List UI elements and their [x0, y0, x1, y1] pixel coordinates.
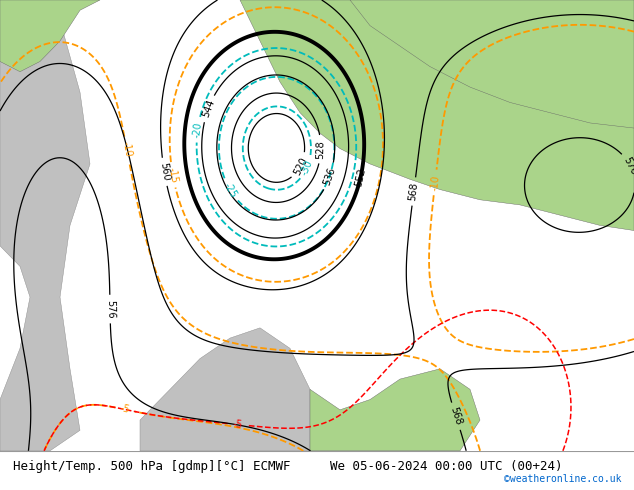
Text: -15: -15: [167, 166, 179, 184]
Text: 568: 568: [408, 182, 420, 201]
Text: 560: 560: [158, 162, 171, 182]
Text: -5: -5: [119, 404, 131, 416]
Text: 568: 568: [448, 406, 463, 427]
Text: -25: -25: [222, 180, 238, 199]
Polygon shape: [0, 0, 90, 451]
Polygon shape: [240, 0, 634, 230]
Polygon shape: [0, 0, 100, 72]
Text: We 05-06-2024 00:00 UTC (00+24): We 05-06-2024 00:00 UTC (00+24): [330, 460, 562, 473]
Polygon shape: [140, 328, 310, 451]
Text: 544: 544: [200, 98, 216, 119]
Text: ©weatheronline.co.uk: ©weatheronline.co.uk: [504, 474, 621, 484]
Text: Height/Temp. 500 hPa [gdmp][°C] ECMWF: Height/Temp. 500 hPa [gdmp][°C] ECMWF: [13, 460, 290, 473]
Text: 576: 576: [621, 155, 634, 176]
Text: -10: -10: [429, 174, 441, 191]
Polygon shape: [310, 369, 480, 451]
Text: 520: 520: [292, 155, 309, 176]
Text: 536: 536: [322, 166, 337, 187]
Polygon shape: [350, 0, 634, 128]
Text: 528: 528: [316, 140, 326, 159]
Text: 576: 576: [105, 300, 115, 318]
Text: 552: 552: [354, 168, 368, 188]
Text: -20: -20: [191, 121, 204, 138]
Text: -30: -30: [299, 158, 314, 176]
Text: -10: -10: [120, 141, 133, 158]
Text: -5: -5: [232, 419, 243, 430]
